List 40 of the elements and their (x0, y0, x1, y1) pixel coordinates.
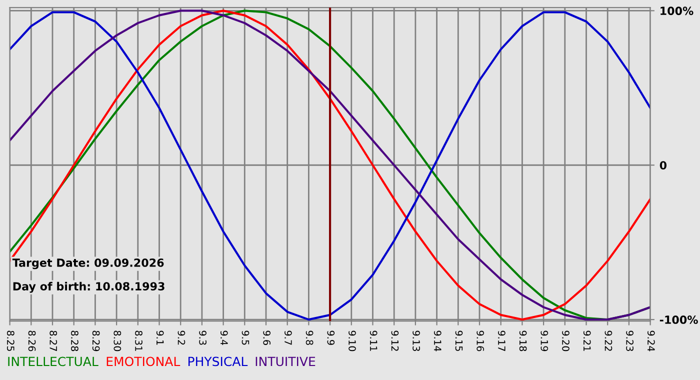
x-tick-label: 9.6 (263, 330, 271, 345)
x-tick-label: 8.29 (92, 330, 100, 352)
x-tick-label: 9.10 (348, 330, 356, 352)
annotation: Day of birth: 10.08.1993 (13, 282, 164, 293)
x-tick-label: 8.30 (114, 330, 122, 352)
x-tick-label: 9.5 (242, 330, 250, 345)
x-tick-label: 9.17 (498, 330, 506, 351)
x-tick-label: 9.3 (199, 330, 206, 345)
text: INTELLECTUAL (8, 356, 98, 366)
annotation: Target Date: 09.09.2026 (12, 258, 164, 270)
x-tick-label: 9.12 (391, 330, 399, 351)
x-tick-label: 8.27 (50, 330, 58, 351)
x-tick-label: 9.20 (562, 330, 570, 352)
x-tick-label: 9.24 (647, 330, 655, 352)
text: PHYSICAL (188, 356, 248, 366)
text: INTUITIVE (256, 356, 316, 366)
x-tick-label: 9.19 (540, 330, 548, 352)
x-tick-label: 9.18 (519, 330, 527, 352)
x-tick-label: 8.26 (28, 330, 36, 352)
x-tick-label: 8.31 (135, 330, 142, 351)
x-tick-label: 9.4 (220, 330, 228, 346)
y-tick-label: 0 (660, 161, 667, 170)
text: EMOTIONAL (106, 356, 180, 366)
x-tick-label: 9.2 (178, 330, 186, 345)
x-tick-label: 9.16 (476, 330, 484, 352)
x-tick-label: 9.8 (306, 330, 314, 345)
x-tick-label: 9.23 (626, 330, 634, 351)
x-tick-label: 9.11 (370, 330, 378, 351)
y-tick-label: -100% (660, 316, 698, 324)
x-tick-label: 9.9 (327, 330, 335, 345)
x-tick-label: 9.21 (583, 330, 591, 351)
x-tick-label: 9.15 (455, 330, 463, 351)
x-tick-label: 8.28 (71, 330, 78, 352)
x-tick-label: 9.14 (434, 330, 442, 352)
x-tick-label: 9.22 (604, 330, 612, 351)
x-tick-label: 9.1 (156, 330, 164, 345)
y-tick-label: 100% (660, 6, 694, 16)
x-tick-label: 8.25 (6, 330, 14, 351)
x-tick-label: 9.7 (284, 330, 292, 345)
x-tick-label: 9.13 (412, 330, 420, 351)
